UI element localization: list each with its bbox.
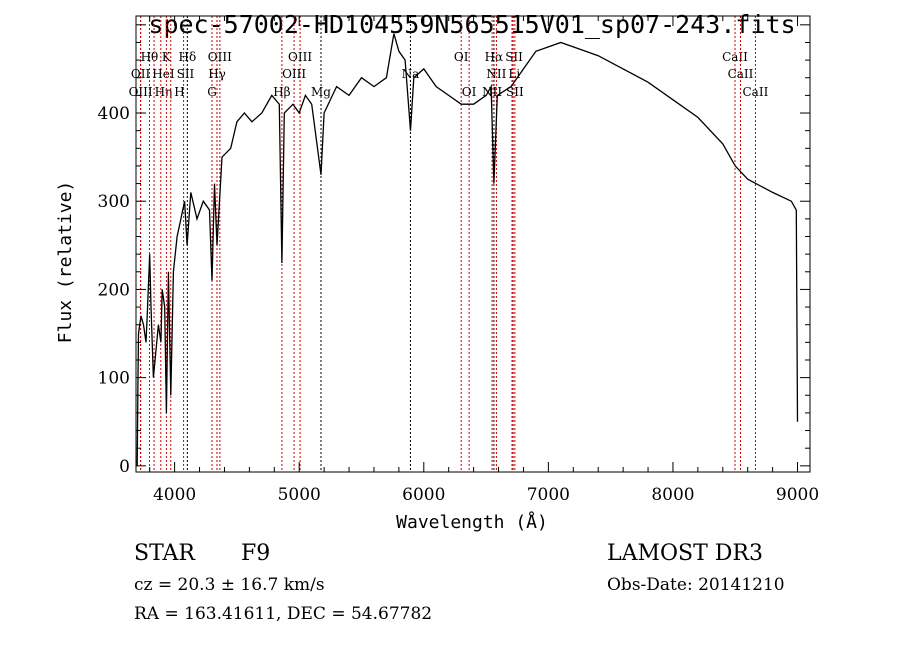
spectral-line-label: Hβ <box>273 85 290 99</box>
y-tick-label: 200 <box>98 280 130 300</box>
spectral-line-label: OIII <box>282 67 306 81</box>
spectral-line-label: SII <box>177 67 195 81</box>
x-tick-label: 7000 <box>527 485 570 505</box>
y-tick-label: 300 <box>98 192 130 212</box>
spectral-line-label: OIII <box>288 50 312 64</box>
coordinates-info: RA = 163.41611, DEC = 54.67782 <box>134 604 432 624</box>
x-tick-label: 5000 <box>278 485 321 505</box>
spectral-line-label: Hθ <box>141 50 159 64</box>
spectral-line-label: OI <box>454 50 469 64</box>
spectral-line-label: K <box>162 50 172 64</box>
x-tick-label: 4000 <box>153 485 196 505</box>
spectral-line-label: HeI <box>152 67 175 81</box>
spectral-line-label: Hδ <box>179 50 197 64</box>
spectral-line-label: SII <box>505 50 523 64</box>
spectral-line-label: CaII <box>728 67 754 81</box>
plot-frame <box>135 15 811 473</box>
spectral-line-label: Hη <box>155 85 173 99</box>
spectral-lines: OIIOIIIHθHηHeIKHSIIHδGHγOIIIHβOIIIOIIIMg… <box>129 16 769 472</box>
spectral-line-label: CaII <box>722 50 748 64</box>
x-tick-label: 6000 <box>402 485 445 505</box>
spectral-line-label: CaII <box>743 85 769 99</box>
chart-title: spec-57002-HD104559N565515V01_sp07-243.f… <box>148 10 795 39</box>
spectrum-line <box>136 33 799 466</box>
spectral-line-label: Mg <box>311 85 331 99</box>
spectral-line-label: NII <box>482 85 502 99</box>
survey-name: LAMOST DR3 <box>607 541 763 566</box>
spectral-line-label: Hα <box>485 50 504 64</box>
spectral-line-label: Hγ <box>208 67 226 81</box>
spectral-line-label: H <box>174 85 184 99</box>
y-tick-label: 100 <box>98 369 130 389</box>
object-type: STAR <box>134 541 196 566</box>
obs-date: Obs-Date: 20141210 <box>607 575 785 595</box>
x-tick-label: 8000 <box>651 485 694 505</box>
spectral-line-label: NII <box>486 67 506 81</box>
y-tick-label: 400 <box>98 104 130 124</box>
spectral-line-label: SII <box>506 85 524 99</box>
y-tick-label: 0 <box>119 457 130 477</box>
subclass: F9 <box>241 541 270 566</box>
spectral-line-label: G <box>207 85 217 99</box>
redshift-info: cz = 20.3 ± 16.7 km/s <box>134 575 325 595</box>
spectral-line-label: OIII <box>208 50 232 64</box>
axis-ticks: 4000 5000 6000 7000 8000 9000 0 100 200 300 400 <box>98 16 819 505</box>
spectral-line-label: OIII <box>129 85 153 99</box>
x-axis-label: Wavelength (Å) <box>396 511 548 533</box>
x-tick-label: 9000 <box>776 485 819 505</box>
spectral-line-label: Na <box>402 67 420 81</box>
spectral-line-label: OI <box>462 85 477 99</box>
y-axis-label: Flux (relative) <box>55 181 76 344</box>
